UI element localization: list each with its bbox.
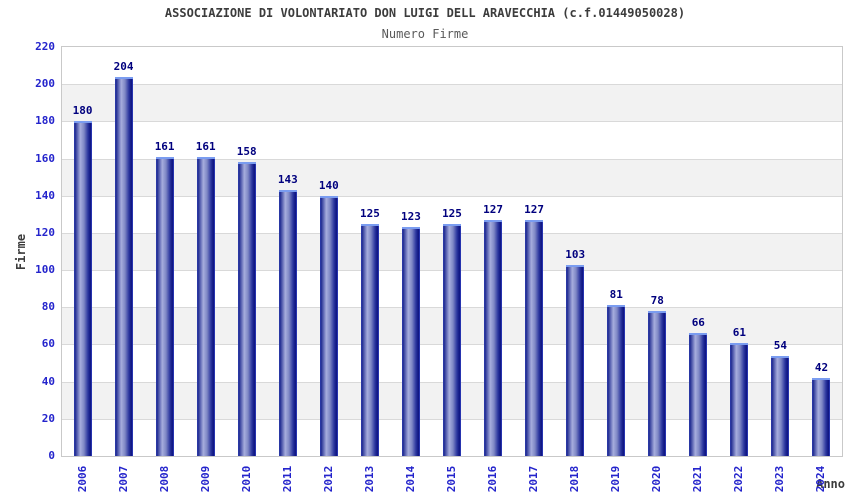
x-axis-title: Anno — [816, 477, 845, 491]
bar-2015 — [443, 223, 461, 456]
bar-2021 — [689, 333, 708, 456]
bar-value-label: 161 — [195, 139, 216, 153]
bar-2006 — [73, 121, 92, 456]
x-tick-label-2011: 2011 — [280, 465, 294, 493]
bar-2020 — [648, 310, 667, 456]
bar-2018 — [566, 264, 585, 456]
bar-value-label: 180 — [72, 104, 93, 118]
x-tick-label-2023: 2023 — [773, 465, 787, 493]
x-tick-label-2020: 2020 — [650, 465, 664, 493]
y-tick-label: 100 — [35, 263, 55, 277]
x-tick-label-2007: 2007 — [116, 465, 130, 493]
bar-value-label: 158 — [236, 145, 257, 159]
bar-2013 — [360, 223, 379, 456]
y-tick-label: 160 — [35, 151, 55, 165]
bar-value-label: 103 — [565, 247, 586, 261]
plot-band — [62, 84, 842, 122]
x-tick-label-2008: 2008 — [157, 465, 171, 493]
bar-value-label: 78 — [650, 293, 664, 307]
x-tick-label-2021: 2021 — [691, 465, 705, 493]
x-tick-label-2006: 2006 — [75, 465, 89, 493]
x-tick-label-2019: 2019 — [609, 465, 623, 493]
bar-value-label: 54 — [773, 338, 788, 352]
chart-subtitle: Numero Firme — [381, 27, 469, 41]
x-tick-label-2010: 2010 — [239, 465, 253, 493]
bar-2016 — [484, 219, 503, 456]
y-tick-label: 20 — [41, 411, 55, 425]
bar-2008 — [155, 156, 174, 456]
y-tick-label: 180 — [35, 114, 55, 128]
y-tick-label: 40 — [41, 374, 55, 388]
x-tick-label-2009: 2009 — [198, 465, 212, 493]
x-tick-label-2024: 2024 — [814, 465, 828, 493]
gridline — [62, 158, 842, 160]
bar-value-label: 143 — [277, 173, 298, 187]
y-tick-label: 220 — [35, 40, 55, 53]
plot-area: 180 204 161 161 158 143 140 125 123 125 127 127 103 8… — [61, 46, 843, 457]
x-tick-label-2017: 2017 — [527, 465, 541, 493]
y-tick-label: 80 — [41, 300, 55, 314]
bar-2007 — [114, 76, 133, 456]
bar-2024 — [812, 377, 831, 456]
y-tick-label: 140 — [35, 188, 55, 202]
gridline — [62, 84, 842, 86]
bar-2019 — [607, 305, 626, 456]
bar-value-label: 140 — [318, 178, 339, 192]
bar-value-label: 125 — [359, 206, 380, 220]
bar-2017 — [525, 219, 544, 456]
bar-2014 — [401, 227, 420, 456]
bar-value-label: 127 — [483, 202, 503, 216]
bar-value-label: 61 — [732, 325, 746, 339]
gridline — [62, 121, 842, 123]
bar-value-label: 42 — [814, 360, 829, 374]
bar-2011 — [278, 190, 297, 456]
bar-2010 — [237, 162, 256, 456]
x-tick-label-2022: 2022 — [732, 465, 746, 493]
bar-value-label: 127 — [524, 202, 545, 216]
bar-2022 — [730, 342, 749, 456]
y-tick-label: 120 — [35, 225, 55, 239]
bar-value-label: 204 — [113, 59, 134, 73]
bar-value-label: 81 — [609, 288, 623, 302]
x-tick-label-2012: 2012 — [321, 465, 335, 493]
bar-2009 — [196, 156, 215, 456]
x-tick-label-2016: 2016 — [486, 465, 500, 493]
chart-title: ASSOCIAZIONE DI VOLONTARIATO DON LUIGI D… — [164, 6, 686, 20]
y-tick-label: 60 — [41, 337, 55, 351]
x-tick-label-2015: 2015 — [445, 465, 458, 493]
plot-band — [62, 121, 842, 159]
bar-value-label: 66 — [691, 316, 705, 330]
bar-value-label: 123 — [401, 210, 421, 224]
bar-value-label: 161 — [154, 139, 175, 153]
bar-2023 — [771, 355, 790, 456]
x-tick-label-2013: 2013 — [362, 465, 376, 493]
gridline — [62, 195, 842, 197]
plot-band — [62, 47, 842, 85]
y-tick-label: 200 — [35, 77, 55, 91]
y-tick-label: 0 — [48, 449, 55, 462]
plot-band — [62, 158, 842, 196]
bar-2012 — [319, 195, 338, 456]
x-tick-label-2014: 2014 — [403, 465, 417, 493]
x-tick-label-2018: 2018 — [568, 465, 582, 493]
bar-value-label: 125 — [442, 206, 462, 220]
